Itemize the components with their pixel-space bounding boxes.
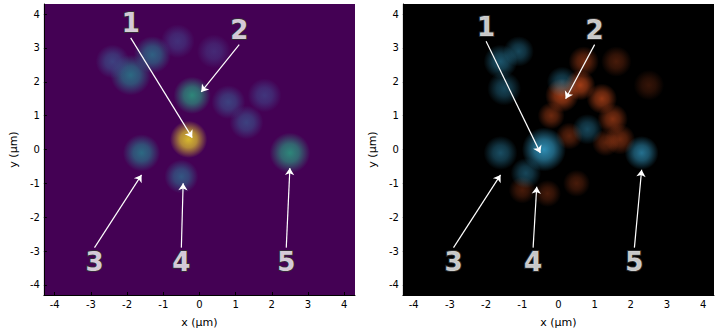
svg-text:-1: -1	[30, 178, 40, 189]
svg-text:-1: -1	[389, 178, 399, 189]
svg-text:3: 3	[444, 247, 462, 277]
svg-text:4: 4	[172, 247, 190, 277]
svg-text:4: 4	[341, 299, 347, 310]
svg-text:-4: -4	[389, 279, 399, 290]
svg-text:5: 5	[277, 247, 295, 277]
svg-text:-3: -3	[30, 246, 40, 257]
svg-text:0: 0	[555, 299, 561, 310]
svg-text:x (µm): x (µm)	[181, 316, 217, 329]
svg-text:2: 2	[586, 15, 604, 45]
svg-text:0: 0	[33, 144, 39, 155]
svg-text:-4: -4	[30, 279, 40, 290]
svg-text:1: 1	[122, 8, 140, 38]
svg-text:-3: -3	[389, 246, 399, 257]
svg-text:0: 0	[392, 144, 398, 155]
svg-text:2: 2	[230, 15, 248, 45]
svg-text:5: 5	[625, 247, 643, 277]
svg-text:2: 2	[392, 76, 398, 87]
svg-text:4: 4	[33, 9, 39, 20]
svg-text:3: 3	[664, 299, 670, 310]
svg-text:3: 3	[85, 247, 103, 277]
svg-text:-1: -1	[517, 299, 527, 310]
svg-text:3: 3	[392, 42, 398, 53]
svg-text:2: 2	[628, 299, 634, 310]
svg-text:-2: -2	[122, 299, 132, 310]
svg-text:1: 1	[392, 110, 398, 121]
svg-text:2: 2	[33, 76, 39, 87]
svg-text:-4: -4	[50, 299, 60, 310]
svg-text:1: 1	[232, 299, 238, 310]
svg-text:-3: -3	[86, 299, 96, 310]
svg-text:1: 1	[477, 12, 495, 42]
svg-text:1: 1	[591, 299, 597, 310]
svg-text:3: 3	[33, 42, 39, 53]
svg-text:y (µm): y (µm)	[7, 131, 20, 167]
svg-text:4: 4	[700, 299, 706, 310]
svg-text:y (µm): y (µm)	[366, 131, 379, 167]
svg-text:4: 4	[392, 9, 398, 20]
svg-text:-3: -3	[445, 299, 455, 310]
svg-text:1: 1	[33, 110, 39, 121]
svg-text:-1: -1	[158, 299, 168, 310]
svg-text:-2: -2	[481, 299, 491, 310]
svg-text:-4: -4	[409, 299, 419, 310]
svg-text:-2: -2	[30, 212, 40, 223]
svg-text:3: 3	[305, 299, 311, 310]
svg-text:4: 4	[524, 247, 542, 277]
svg-text:2: 2	[269, 299, 275, 310]
svg-text:-2: -2	[389, 212, 399, 223]
svg-text:0: 0	[196, 299, 202, 310]
svg-text:x (µm): x (µm)	[540, 316, 576, 329]
